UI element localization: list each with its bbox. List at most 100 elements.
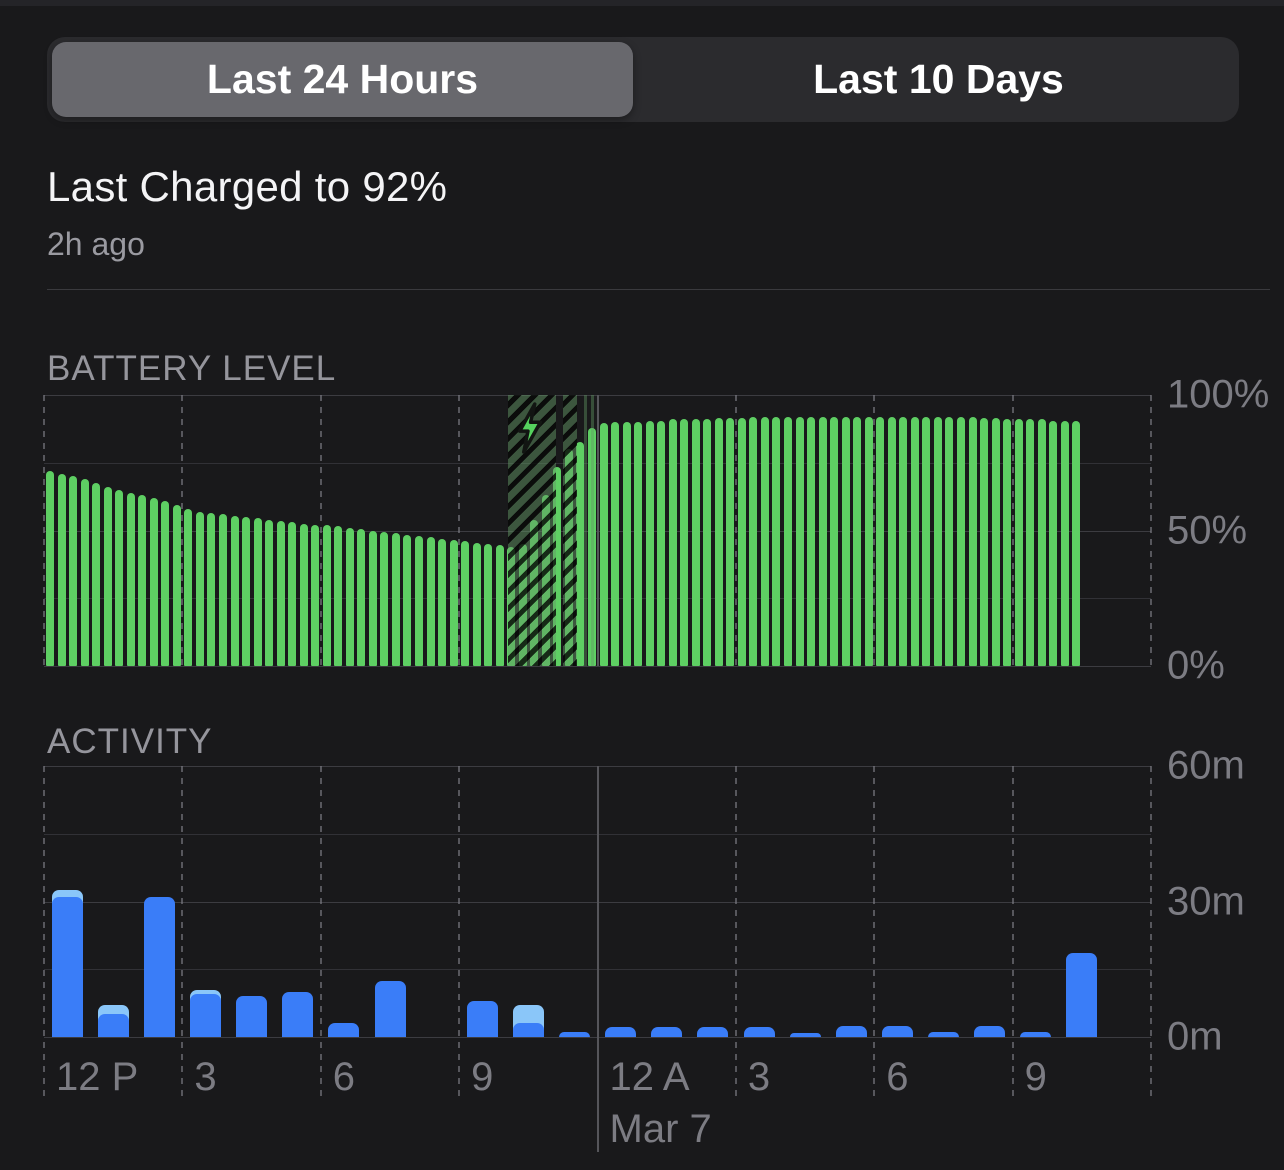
battery-bar[interactable] xyxy=(357,529,366,666)
battery-bar[interactable] xyxy=(784,416,792,666)
battery-bar[interactable] xyxy=(933,416,942,666)
battery-bar[interactable] xyxy=(69,476,78,666)
activity-bar-screen-on[interactable] xyxy=(559,1032,591,1037)
battery-bar[interactable] xyxy=(772,416,781,666)
battery-bar[interactable] xyxy=(299,523,308,666)
battery-bar[interactable] xyxy=(1049,420,1058,666)
battery-bar[interactable] xyxy=(311,525,320,666)
battery-bar[interactable] xyxy=(276,521,285,666)
battery-bar[interactable] xyxy=(1026,419,1035,666)
battery-bar[interactable] xyxy=(645,420,654,666)
battery-bar[interactable] xyxy=(322,525,331,666)
battery-bar[interactable] xyxy=(737,418,746,666)
activity-bar-screen-on[interactable] xyxy=(743,1027,775,1037)
battery-bar[interactable] xyxy=(634,422,643,666)
battery-bar[interactable] xyxy=(403,534,412,666)
activity-bar-screen-on[interactable] xyxy=(328,1023,360,1037)
battery-bar[interactable] xyxy=(830,416,839,666)
battery-bar[interactable] xyxy=(391,533,400,666)
battery-bar[interactable] xyxy=(876,416,885,666)
battery-bar[interactable] xyxy=(46,470,54,666)
battery-bar[interactable] xyxy=(922,416,931,666)
battery-bar[interactable] xyxy=(703,419,712,666)
activity-bar-screen-on[interactable] xyxy=(881,1025,913,1037)
activity-bar-screen-on[interactable] xyxy=(374,980,406,1037)
battery-bar[interactable] xyxy=(1072,420,1081,666)
battery-bar[interactable] xyxy=(368,530,377,666)
battery-bar[interactable] xyxy=(415,535,423,666)
battery-bar[interactable] xyxy=(599,423,608,666)
battery-bar[interactable] xyxy=(1014,419,1023,666)
activity-bar-screen-on[interactable] xyxy=(974,1025,1006,1037)
battery-bar[interactable] xyxy=(345,527,354,666)
battery-bar[interactable] xyxy=(622,422,631,666)
battery-bar[interactable] xyxy=(1037,419,1046,666)
battery-bar[interactable] xyxy=(691,419,700,666)
activity-bar-screen-on[interactable] xyxy=(1066,953,1098,1037)
battery-bar[interactable] xyxy=(495,545,504,666)
battery-bar[interactable] xyxy=(426,537,435,666)
battery-bar[interactable] xyxy=(760,416,769,666)
battery-bar[interactable] xyxy=(242,516,251,666)
battery-bar[interactable] xyxy=(57,473,66,666)
battery-bar[interactable] xyxy=(887,416,896,666)
battery-bar[interactable] xyxy=(864,416,873,666)
battery-bar[interactable] xyxy=(80,479,89,666)
battery-bar[interactable] xyxy=(726,418,735,666)
activity-bar-screen-on[interactable] xyxy=(697,1027,729,1037)
battery-bar[interactable] xyxy=(149,497,158,666)
activity-chart[interactable]: 60m 30m 0m 12 P 3 6 9 12 A 3 6 9 Mar 7 xyxy=(43,744,1245,1152)
activity-bar-screen-on[interactable] xyxy=(143,896,175,1037)
battery-bar[interactable] xyxy=(899,416,908,666)
activity-bar-screen-on[interactable] xyxy=(605,1027,637,1037)
battery-bar[interactable] xyxy=(207,512,216,666)
battery-bar[interactable] xyxy=(484,544,493,666)
activity-bar-screen-on[interactable] xyxy=(190,994,222,1037)
battery-bar[interactable] xyxy=(172,504,181,666)
battery-bar[interactable] xyxy=(103,487,112,666)
battery-bar[interactable] xyxy=(680,419,689,666)
battery-bar[interactable] xyxy=(956,416,965,666)
battery-bar[interactable] xyxy=(115,489,124,666)
battery-bar[interactable] xyxy=(668,419,677,666)
battery-bar[interactable] xyxy=(1060,420,1069,666)
battery-bar[interactable] xyxy=(195,511,204,666)
activity-bar-screen-on[interactable] xyxy=(928,1032,960,1037)
battery-bar[interactable] xyxy=(818,416,827,666)
tab-last-10-days[interactable]: Last 10 Days xyxy=(813,56,1064,102)
activity-bar-screen-on[interactable] xyxy=(835,1025,867,1037)
battery-bar[interactable] xyxy=(126,492,135,666)
battery-bar[interactable] xyxy=(184,508,193,666)
battery-bar[interactable] xyxy=(714,418,723,666)
activity-bar-screen-on[interactable] xyxy=(789,1033,821,1037)
battery-bar[interactable] xyxy=(438,538,447,666)
battery-bar[interactable] xyxy=(161,500,170,666)
battery-bar[interactable] xyxy=(553,466,562,666)
battery-bar[interactable] xyxy=(461,541,470,666)
battery-bar[interactable] xyxy=(968,416,977,666)
activity-bar-screen-on[interactable] xyxy=(512,1023,544,1037)
battery-bar[interactable] xyxy=(807,416,816,666)
tab-last-24-hours[interactable]: Last 24 Hours xyxy=(206,56,479,102)
battery-bar[interactable] xyxy=(991,418,1000,666)
activity-bar-screen-on[interactable] xyxy=(1020,1031,1052,1037)
activity-bar-screen-on[interactable] xyxy=(51,896,83,1037)
battery-level-chart[interactable]: 100% 50% 0% xyxy=(43,373,1269,688)
battery-bar[interactable] xyxy=(218,514,227,666)
battery-bar[interactable] xyxy=(449,540,458,666)
battery-bar[interactable] xyxy=(980,418,989,666)
battery-bar[interactable] xyxy=(472,542,481,666)
battery-bar[interactable] xyxy=(253,518,262,666)
battery-bar[interactable] xyxy=(1003,419,1012,666)
battery-bar[interactable] xyxy=(945,416,954,666)
battery-bar[interactable] xyxy=(138,495,147,666)
battery-bar[interactable] xyxy=(334,526,343,666)
battery-bar[interactable] xyxy=(853,416,862,666)
battery-bar[interactable] xyxy=(587,427,596,666)
battery-bar[interactable] xyxy=(749,416,758,666)
activity-bar-screen-on[interactable] xyxy=(651,1027,683,1037)
activity-bar-screen-on[interactable] xyxy=(466,1000,498,1037)
time-range-segmented-control[interactable]: Last 24 Hours Last 10 Days xyxy=(47,37,1239,122)
battery-bar[interactable] xyxy=(611,422,620,666)
battery-bar[interactable] xyxy=(795,416,804,666)
